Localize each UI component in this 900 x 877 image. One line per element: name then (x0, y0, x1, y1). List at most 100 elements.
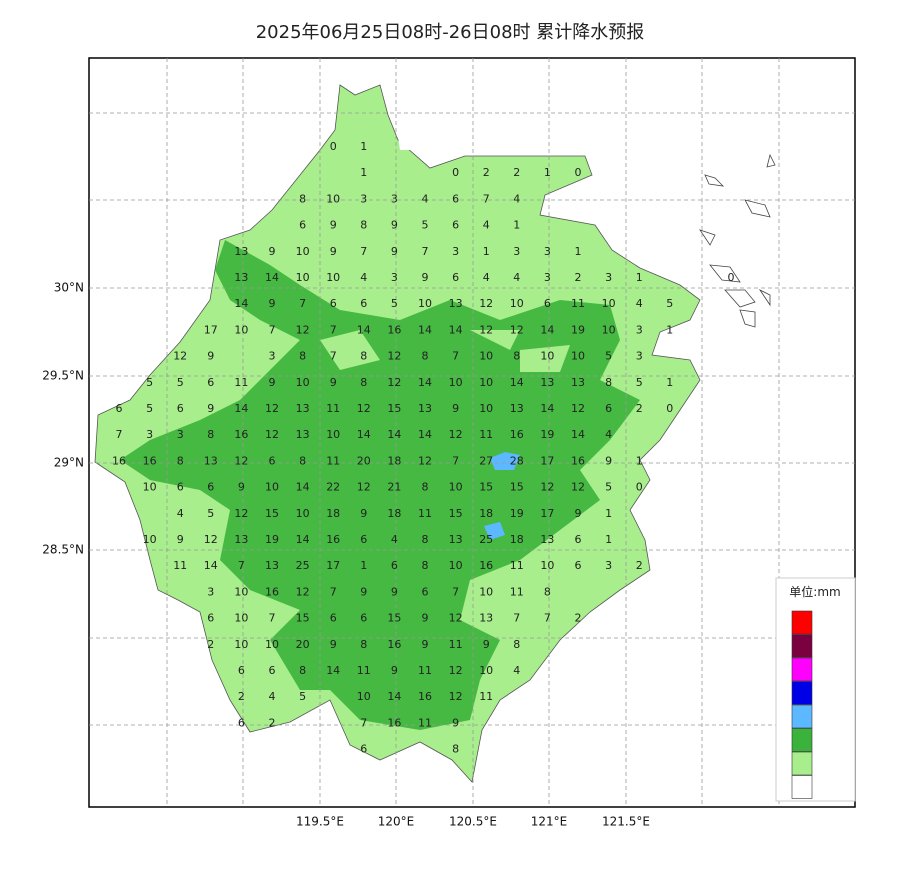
rainfall-value: 15 (265, 507, 279, 520)
rainfall-value: 13 (479, 612, 493, 625)
rainfall-value: 3 (177, 428, 184, 441)
heavy-rain-area (120, 240, 640, 730)
rainfall-value: 3 (391, 192, 398, 205)
rainfall-value: 6 (575, 559, 582, 572)
rainfall-value: 10 (234, 612, 248, 625)
rainfall-value: 25 (479, 533, 493, 546)
rainfall-value: 10 (449, 481, 463, 494)
rainfall-value: 18 (326, 507, 340, 520)
rainfall-value: 12 (540, 481, 554, 494)
rainfall-value: 9 (269, 297, 276, 310)
rainfall-value: 11 (418, 716, 432, 729)
rainfall-value: 7 (116, 428, 123, 441)
rainfall-value: 14 (296, 533, 310, 546)
rainfall-value: 9 (330, 245, 337, 258)
rainfall-value: 14 (387, 428, 401, 441)
rainfall-value: 7 (544, 612, 551, 625)
rainfall-value: 10 (265, 481, 279, 494)
rainfall-value: 20 (357, 454, 371, 467)
rainfall-value: 8 (299, 192, 306, 205)
rainfall-value: 11 (479, 690, 493, 703)
rainfall-value: 9 (391, 664, 398, 677)
rainfall-value: 17 (204, 323, 218, 336)
rainfall-value: 11 (173, 559, 187, 572)
rainfall-value: 13 (296, 428, 310, 441)
rainfall-value: 10 (479, 350, 493, 363)
rainfall-value: 8 (360, 350, 367, 363)
rainfall-value: 10 (418, 297, 432, 310)
rainfall-value: 10 (602, 323, 616, 336)
rainfall-value: 11 (357, 664, 371, 677)
rainfall-value: 14 (357, 428, 371, 441)
rainfall-value: 0 (330, 140, 337, 153)
rainfall-value: 8 (422, 481, 429, 494)
rainfall-value: 17 (326, 559, 340, 572)
rainfall-value: 12 (296, 585, 310, 598)
lat-label: 29.5°N (42, 369, 84, 383)
rainfall-value: 11 (326, 454, 340, 467)
rainfall-value: 8 (452, 743, 459, 756)
rainfall-value: 11 (571, 297, 585, 310)
rainfall-value: 5 (299, 690, 306, 703)
rainfall-value: 7 (360, 716, 367, 729)
rainfall-value: 10 (234, 585, 248, 598)
rainfall-value: 8 (513, 350, 520, 363)
rainfall-value: 16 (479, 559, 493, 572)
rainfall-value: 10 (296, 271, 310, 284)
rainstorm-area (484, 452, 520, 540)
rainfall-value: 4 (605, 428, 612, 441)
rainfall-value: 7 (299, 297, 306, 310)
rainfall-value: 16 (234, 428, 248, 441)
rainfall-value: 7 (452, 585, 459, 598)
rainfall-value: 6 (238, 664, 245, 677)
islands (699, 153, 776, 328)
rainfall-value: 21 (387, 481, 401, 494)
rainfall-value: 6 (452, 271, 459, 284)
rainfall-value: 0 (575, 166, 582, 179)
rainfall-value: 1 (544, 166, 551, 179)
rainfall-value: 8 (360, 638, 367, 651)
rainfall-value: 6 (330, 297, 337, 310)
rainfall-value: 13 (234, 271, 248, 284)
rainfall-value: 6 (605, 402, 612, 415)
rainfall-value: 4 (483, 271, 490, 284)
rainfall-value: 0 (666, 402, 673, 415)
rainfall-value: 19 (265, 533, 279, 546)
rainfall-value: 9 (269, 245, 276, 258)
rainfall-value: 5 (666, 297, 673, 310)
rainfall-value: 12 (234, 507, 248, 520)
rainfall-value: 14 (510, 376, 524, 389)
rainfall-value: 4 (483, 219, 490, 232)
rainfall-value: 6 (360, 612, 367, 625)
rainfall-value: 12 (387, 350, 401, 363)
rainfall-value: 10 (479, 402, 493, 415)
rainfall-value: 7 (330, 585, 337, 598)
rainfall-value: 12 (571, 481, 585, 494)
rainfall-value: 9 (422, 271, 429, 284)
rainfall-value: 9 (391, 585, 398, 598)
rainfall-value: 1 (360, 559, 367, 572)
rainfall-value: 10 (296, 507, 310, 520)
lat-label: 29°N (54, 456, 84, 470)
legend-swatch (791, 681, 813, 705)
rainfall-value: 2 (483, 166, 490, 179)
rainfall-value: 1 (636, 454, 643, 467)
legend-swatch (791, 775, 813, 799)
legend-unit: 单位:mm (789, 584, 840, 599)
rainfall-value: 6 (452, 219, 459, 232)
rainfall-value: 7 (330, 323, 337, 336)
lon-label: 120°E (378, 815, 415, 829)
legend-swatch (791, 728, 813, 752)
lon-label: 120.5°E (449, 815, 497, 829)
rainfall-value: 4 (269, 690, 276, 703)
rainfall-value: 9 (360, 507, 367, 520)
rainfall-value: 6 (452, 192, 459, 205)
rainfall-value: 16 (387, 716, 401, 729)
rainfall-value: 20 (296, 638, 310, 651)
map-title: 2025年06月25日08时-26日08时 累计降水预报 (256, 22, 645, 43)
rainfall-value: 14 (571, 428, 585, 441)
rainfall-value: 3 (452, 245, 459, 258)
rainfall-value: 0 (452, 166, 459, 179)
rainfall-value: 10 (540, 350, 554, 363)
